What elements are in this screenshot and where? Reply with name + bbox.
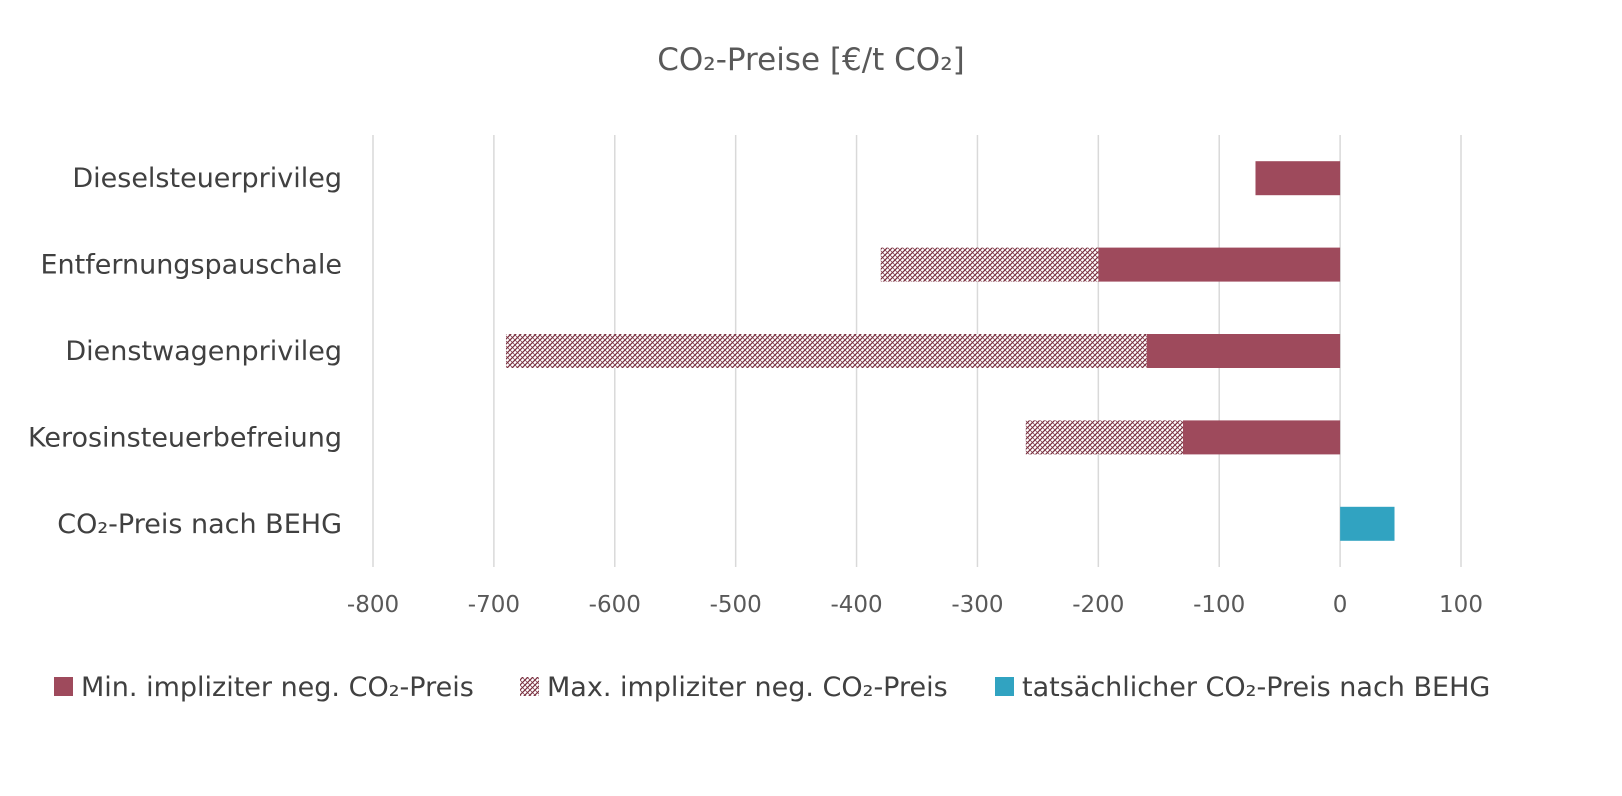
- bar-max: [505, 334, 1147, 368]
- category-label: Dienstwagenprivileg: [65, 336, 342, 367]
- bar-min: [1146, 334, 1341, 368]
- x-tick-label: -700: [468, 592, 520, 618]
- bar-max: [880, 247, 1099, 282]
- bar-min: [1255, 161, 1341, 196]
- legend-label: tatsächlicher CO₂-Preis nach BEHG: [1022, 672, 1490, 703]
- x-tick-label: -200: [1072, 592, 1124, 618]
- category-labels: Dieselsteuerprivileg Entfernungspauschale…: [28, 163, 342, 540]
- category-label: CO₂-Preis nach BEHG: [57, 509, 342, 540]
- legend-swatch: [54, 677, 73, 696]
- x-tick-label: -600: [589, 592, 641, 618]
- category-label: Entfernungspauschale: [40, 250, 342, 281]
- bars: [505, 161, 1395, 541]
- x-tick-label: -500: [710, 592, 762, 618]
- category-label: Kerosinsteuerbefreiung: [28, 422, 342, 453]
- bar-min: [1098, 247, 1341, 282]
- x-tick-label: -800: [347, 592, 399, 618]
- legend-label: Max. impliziter neg. CO₂-Preis: [547, 672, 948, 703]
- legend-label: Min. impliziter neg. CO₂-Preis: [81, 672, 474, 703]
- legend-swatch: [995, 677, 1014, 696]
- tick-labels: -800 -700 -600 -500 -400 -300 -200 -100 0 100: [347, 592, 1483, 618]
- legend: Min. impliziter neg. CO₂-Preis Max. impli…: [54, 672, 1490, 703]
- x-tick-label: 100: [1439, 592, 1483, 618]
- x-tick-label: -300: [951, 592, 1003, 618]
- bar-max: [1025, 420, 1183, 455]
- x-tick-label: -100: [1193, 592, 1245, 618]
- x-tick-label: 0: [1333, 592, 1348, 618]
- x-tick-label: -400: [830, 592, 882, 618]
- category-label: Dieselsteuerprivileg: [72, 163, 342, 194]
- chart-title: CO₂-Preise [€/t CO₂]: [657, 42, 964, 78]
- bar-behg: [1340, 506, 1395, 541]
- legend-swatch: [520, 677, 539, 696]
- bar-min: [1182, 420, 1341, 455]
